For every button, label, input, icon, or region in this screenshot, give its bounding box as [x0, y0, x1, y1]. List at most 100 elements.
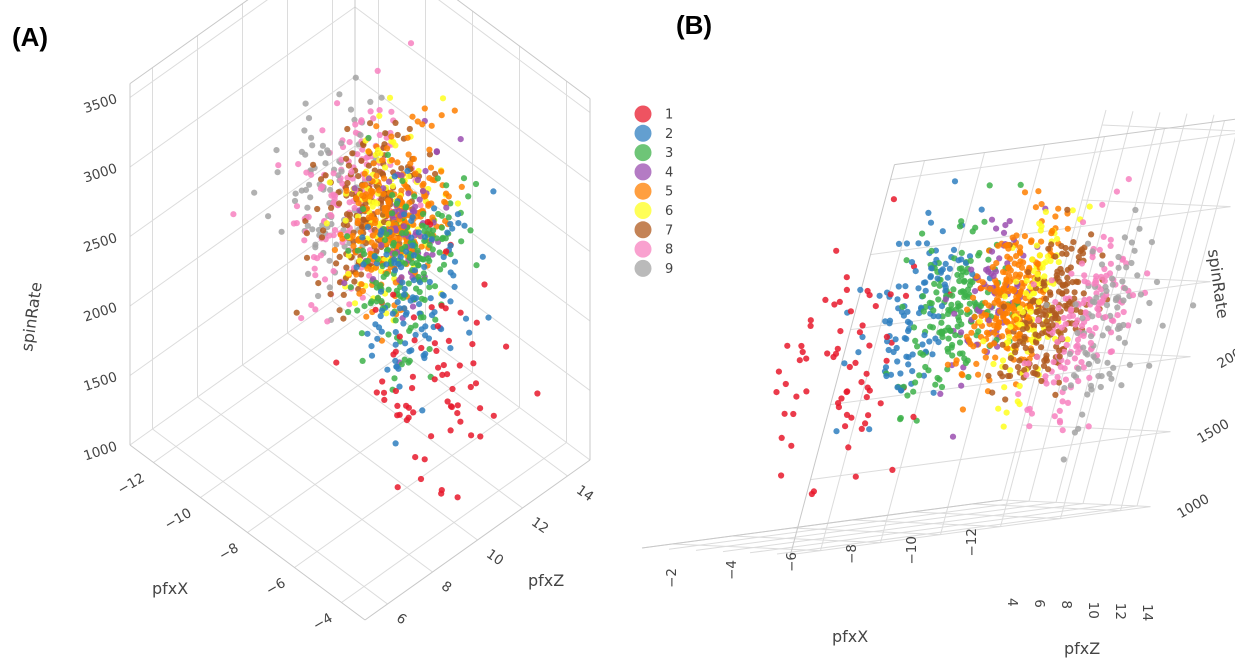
panel-a-z-title: spinRate	[17, 281, 46, 353]
point-cluster-5	[987, 342, 994, 349]
point-cluster-7	[1099, 252, 1106, 259]
point-cluster-5	[1017, 258, 1024, 265]
point-cluster-7	[1055, 288, 1063, 295]
point-cluster-2	[447, 345, 454, 352]
legend-item[interactable]: 4	[634, 163, 674, 181]
point-cluster-3	[347, 284, 354, 291]
point-cluster-2	[451, 283, 458, 290]
point-cluster-1	[775, 368, 783, 375]
point-cluster-7	[343, 211, 351, 218]
point-cluster-1	[473, 319, 480, 326]
point-cluster-3	[956, 277, 963, 285]
point-cluster-2	[883, 372, 890, 380]
point-cluster-8	[367, 108, 374, 115]
legend-item[interactable]: 1	[634, 105, 674, 123]
point-cluster-8	[1078, 260, 1086, 267]
b-x-tick-label: −10	[904, 536, 920, 565]
point-cluster-1	[438, 302, 445, 309]
point-cluster-8	[1035, 317, 1042, 324]
point-cluster-9	[1089, 313, 1096, 320]
point-cluster-5	[1018, 264, 1026, 271]
legend-item[interactable]: 9	[634, 259, 674, 277]
point-cluster-7	[1033, 339, 1040, 346]
point-cluster-9	[1085, 361, 1092, 368]
point-cluster-6	[1034, 271, 1041, 278]
point-cluster-2	[447, 220, 454, 228]
point-cluster-6	[392, 142, 399, 149]
point-cluster-2	[392, 440, 399, 447]
frame-edge	[790, 164, 895, 555]
point-cluster-5	[361, 170, 368, 177]
point-cluster-2	[401, 285, 408, 293]
panel-b-z-title: spinRate	[1204, 248, 1233, 320]
point-cluster-8	[1107, 236, 1114, 243]
point-cluster-1	[477, 433, 484, 440]
point-cluster-8	[1100, 295, 1107, 302]
point-cluster-2	[395, 365, 402, 372]
point-cluster-5	[952, 360, 959, 367]
point-cluster-3	[959, 288, 966, 295]
point-cluster-5	[1035, 188, 1042, 195]
point-cluster-5	[353, 195, 360, 202]
point-cluster-5	[445, 193, 452, 200]
point-cluster-2	[841, 360, 848, 367]
legend-item[interactable]: 7	[634, 221, 674, 239]
b-x-tick-label: −4	[724, 560, 740, 580]
legend-item[interactable]: 8	[634, 240, 674, 258]
point-cluster-2	[411, 267, 418, 274]
point-cluster-5	[1038, 201, 1045, 208]
point-cluster-6	[1031, 290, 1038, 297]
point-cluster-1	[837, 328, 844, 335]
point-cluster-2	[895, 240, 903, 247]
point-cluster-8	[1092, 277, 1099, 284]
point-cluster-6	[1001, 384, 1008, 391]
point-cluster-3	[383, 231, 390, 238]
point-cluster-3	[413, 260, 420, 267]
grid-line	[242, 364, 478, 541]
point-cluster-2	[859, 333, 866, 341]
point-cluster-8	[1078, 359, 1085, 366]
point-cluster-2	[927, 219, 935, 226]
point-cluster-4	[1006, 218, 1013, 225]
point-cluster-9	[352, 74, 359, 81]
point-cluster-3	[904, 392, 911, 399]
point-cluster-3	[981, 218, 988, 225]
a-z-tick-label: 3500	[82, 91, 120, 117]
point-cluster-2	[399, 279, 406, 286]
point-cluster-1	[822, 296, 829, 303]
point-cluster-8	[314, 255, 321, 262]
point-cluster-8	[1075, 378, 1082, 385]
point-cluster-2	[427, 295, 434, 302]
point-cluster-7	[344, 125, 351, 133]
point-cluster-2	[410, 277, 417, 284]
legend-swatch	[634, 105, 652, 123]
point-cluster-5	[414, 213, 421, 220]
point-cluster-1	[872, 303, 879, 310]
grid-line	[749, 504, 1111, 554]
point-cluster-1	[443, 248, 450, 255]
point-cluster-8	[1060, 314, 1067, 322]
legend-item[interactable]: 2	[634, 124, 674, 142]
grid-line	[1136, 136, 1235, 507]
a-z-tick-label: 3000	[82, 161, 120, 187]
point-cluster-9	[309, 142, 316, 149]
grid-line	[820, 160, 925, 551]
point-cluster-9	[1136, 225, 1143, 232]
point-cluster-5	[990, 322, 998, 329]
legend-item[interactable]: 6	[634, 202, 674, 219]
panel-b-points	[773, 176, 1197, 498]
point-cluster-1	[477, 405, 484, 412]
point-cluster-3	[433, 235, 440, 242]
point-cluster-8	[308, 302, 315, 309]
grid-line	[890, 133, 1235, 181]
point-cluster-5	[343, 187, 350, 194]
a-y-tick-label: 6	[393, 610, 409, 628]
point-cluster-2	[895, 283, 902, 290]
point-cluster-9	[1115, 253, 1122, 261]
point-cluster-7	[1064, 280, 1071, 287]
point-cluster-7	[376, 168, 384, 175]
point-cluster-8	[1113, 188, 1120, 195]
legend-item[interactable]: 3	[634, 144, 674, 162]
point-cluster-7	[382, 130, 389, 137]
legend-item[interactable]: 5	[634, 182, 674, 200]
